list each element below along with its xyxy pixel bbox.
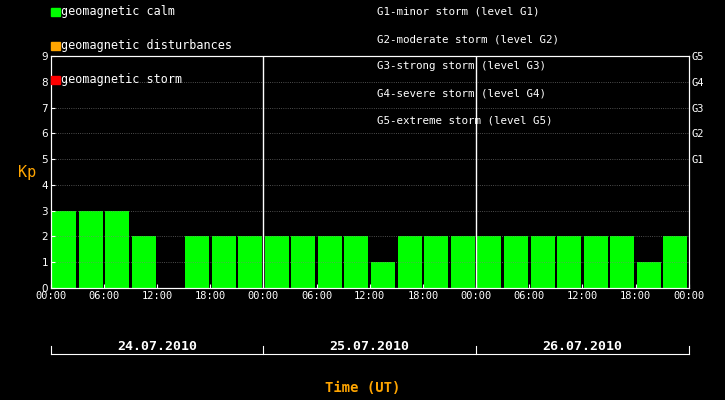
Bar (212, 236, 236, 288)
Bar (238, 236, 262, 288)
Bar (52, 211, 76, 288)
Bar (477, 236, 501, 288)
Text: 24.07.2010: 24.07.2010 (117, 340, 197, 352)
Bar (477, 236, 501, 288)
Bar (557, 236, 581, 288)
Bar (132, 236, 156, 288)
Y-axis label: Kp: Kp (18, 164, 36, 180)
Bar (371, 262, 395, 288)
Bar (344, 236, 368, 288)
Bar (663, 236, 687, 288)
Bar (265, 236, 289, 288)
Text: G1-minor storm (level G1): G1-minor storm (level G1) (377, 7, 539, 17)
Text: Time (UT): Time (UT) (325, 381, 400, 395)
Text: geomagnetic disturbances: geomagnetic disturbances (61, 40, 232, 52)
Text: 26.07.2010: 26.07.2010 (542, 340, 623, 352)
Text: G4-severe storm (level G4): G4-severe storm (level G4) (377, 89, 546, 99)
Bar (105, 211, 129, 288)
Text: G2-moderate storm (level G2): G2-moderate storm (level G2) (377, 34, 559, 44)
Bar (185, 236, 209, 288)
Bar (397, 236, 421, 288)
Bar (451, 236, 475, 288)
Bar (690, 211, 714, 288)
Bar (610, 236, 634, 288)
Bar (424, 236, 448, 288)
Text: geomagnetic storm: geomagnetic storm (61, 74, 182, 86)
Bar (531, 236, 555, 288)
Text: 25.07.2010: 25.07.2010 (330, 340, 410, 352)
Bar (265, 262, 289, 288)
Text: G3-strong storm (level G3): G3-strong storm (level G3) (377, 62, 546, 72)
Text: G5-extreme storm (level G5): G5-extreme storm (level G5) (377, 116, 552, 126)
Bar (504, 236, 528, 288)
Bar (78, 211, 103, 288)
Bar (637, 262, 661, 288)
Bar (291, 236, 315, 288)
Text: geomagnetic calm: geomagnetic calm (61, 6, 175, 18)
Bar (318, 236, 341, 288)
Bar (584, 236, 608, 288)
